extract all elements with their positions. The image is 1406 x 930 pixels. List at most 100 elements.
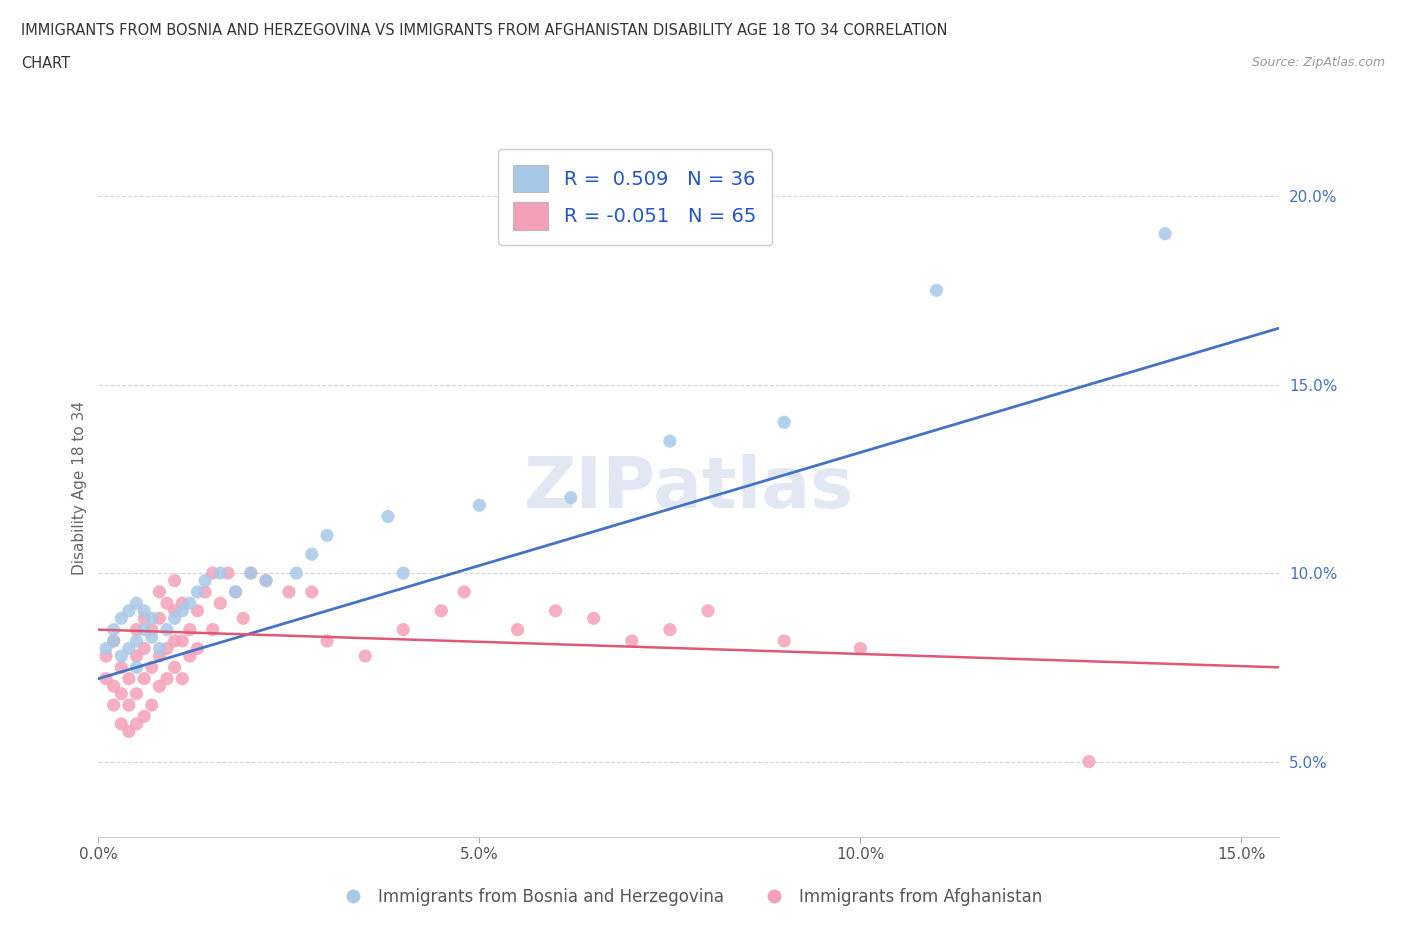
- Point: [125, 633, 148, 648]
- Point: [134, 622, 156, 637]
- Point: [544, 604, 567, 618]
- Point: [316, 633, 339, 648]
- Point: [225, 584, 247, 599]
- Text: Source: ZipAtlas.com: Source: ZipAtlas.com: [1251, 56, 1385, 69]
- Text: CHART: CHART: [21, 56, 70, 71]
- Point: [134, 709, 156, 724]
- Point: [354, 648, 377, 663]
- Point: [697, 604, 720, 618]
- Point: [773, 415, 796, 430]
- Point: [163, 604, 186, 618]
- Point: [201, 565, 224, 580]
- Point: [186, 641, 208, 656]
- Point: [217, 565, 239, 580]
- Point: [392, 565, 415, 580]
- Point: [225, 584, 247, 599]
- Point: [103, 633, 125, 648]
- Point: [156, 622, 179, 637]
- Point: [148, 611, 170, 626]
- Point: [468, 498, 491, 512]
- Point: [141, 630, 163, 644]
- Point: [94, 671, 117, 686]
- Point: [163, 573, 186, 588]
- Point: [110, 660, 132, 675]
- Point: [620, 633, 643, 648]
- Point: [148, 679, 170, 694]
- Point: [156, 671, 179, 686]
- Point: [125, 622, 148, 637]
- Point: [209, 565, 232, 580]
- Point: [103, 622, 125, 637]
- Point: [141, 660, 163, 675]
- Point: [239, 565, 262, 580]
- Point: [232, 611, 254, 626]
- Point: [103, 698, 125, 712]
- Point: [658, 622, 681, 637]
- Point: [172, 604, 194, 618]
- Point: [453, 584, 475, 599]
- Point: [141, 622, 163, 637]
- Point: [134, 671, 156, 686]
- Point: [163, 611, 186, 626]
- Point: [209, 596, 232, 611]
- Point: [254, 573, 277, 588]
- Point: [186, 604, 208, 618]
- Point: [156, 641, 179, 656]
- Point: [118, 671, 141, 686]
- Point: [773, 633, 796, 648]
- Point: [103, 679, 125, 694]
- Point: [125, 648, 148, 663]
- Point: [277, 584, 299, 599]
- Point: [179, 622, 201, 637]
- Point: [377, 509, 399, 524]
- Point: [134, 611, 156, 626]
- Point: [560, 490, 582, 505]
- Legend: Immigrants from Bosnia and Herzegovina, Immigrants from Afghanistan: Immigrants from Bosnia and Herzegovina, …: [329, 881, 1049, 912]
- Point: [239, 565, 262, 580]
- Point: [201, 622, 224, 637]
- Point: [148, 648, 170, 663]
- Point: [103, 633, 125, 648]
- Y-axis label: Disability Age 18 to 34: Disability Age 18 to 34: [72, 401, 87, 576]
- Point: [658, 433, 681, 448]
- Point: [172, 671, 194, 686]
- Point: [141, 611, 163, 626]
- Point: [110, 648, 132, 663]
- Point: [134, 641, 156, 656]
- Point: [156, 596, 179, 611]
- Point: [186, 584, 208, 599]
- Point: [172, 633, 194, 648]
- Point: [118, 698, 141, 712]
- Point: [392, 622, 415, 637]
- Text: IMMIGRANTS FROM BOSNIA AND HERZEGOVINA VS IMMIGRANTS FROM AFGHANISTAN DISABILITY: IMMIGRANTS FROM BOSNIA AND HERZEGOVINA V…: [21, 23, 948, 38]
- Point: [148, 641, 170, 656]
- Point: [118, 604, 141, 618]
- Point: [125, 660, 148, 675]
- Point: [134, 604, 156, 618]
- Point: [163, 660, 186, 675]
- Point: [430, 604, 453, 618]
- Point: [125, 686, 148, 701]
- Text: ZIPatlas: ZIPatlas: [524, 454, 853, 523]
- Point: [285, 565, 308, 580]
- Point: [110, 716, 132, 731]
- Point: [179, 596, 201, 611]
- Point: [141, 698, 163, 712]
- Point: [94, 648, 117, 663]
- Point: [506, 622, 529, 637]
- Point: [172, 596, 194, 611]
- Point: [125, 596, 148, 611]
- Point: [110, 686, 132, 701]
- Point: [118, 641, 141, 656]
- Point: [179, 648, 201, 663]
- Point: [148, 584, 170, 599]
- Point: [1078, 754, 1101, 769]
- Point: [1154, 226, 1177, 241]
- Point: [194, 573, 217, 588]
- Point: [110, 611, 132, 626]
- Point: [194, 584, 217, 599]
- Point: [118, 724, 141, 738]
- Point: [301, 547, 323, 562]
- Point: [849, 641, 872, 656]
- Point: [163, 633, 186, 648]
